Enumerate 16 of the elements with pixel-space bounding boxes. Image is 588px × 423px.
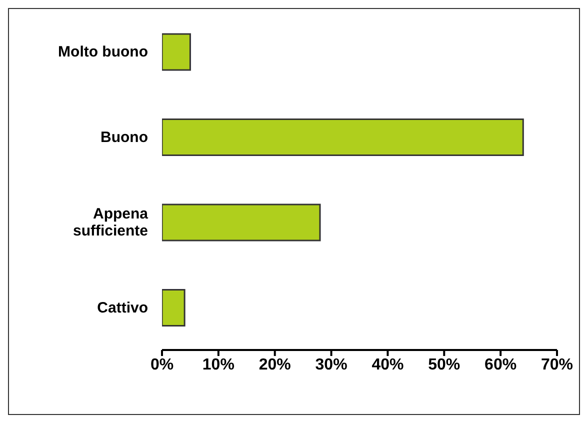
x-tick-label: 20% [258, 356, 291, 374]
x-tick-label: 10% [202, 356, 234, 374]
x-tick-label: 40% [372, 356, 404, 374]
bar [162, 33, 191, 71]
y-tick-label: Buono [100, 128, 148, 146]
bar [162, 118, 524, 156]
bar [162, 289, 186, 326]
x-tick-label: 30% [315, 356, 348, 374]
x-tick-label: 70% [540, 356, 574, 374]
x-tick-label: 60% [484, 356, 517, 374]
y-tick-label: Molto buono [58, 43, 148, 60]
y-tick-label: Appena sufficiente [72, 205, 149, 240]
y-tick-label: Cattivo [97, 298, 148, 316]
x-tick-label: 50% [428, 356, 460, 374]
x-tick-label: 0% [150, 356, 174, 374]
bar [162, 204, 321, 242]
